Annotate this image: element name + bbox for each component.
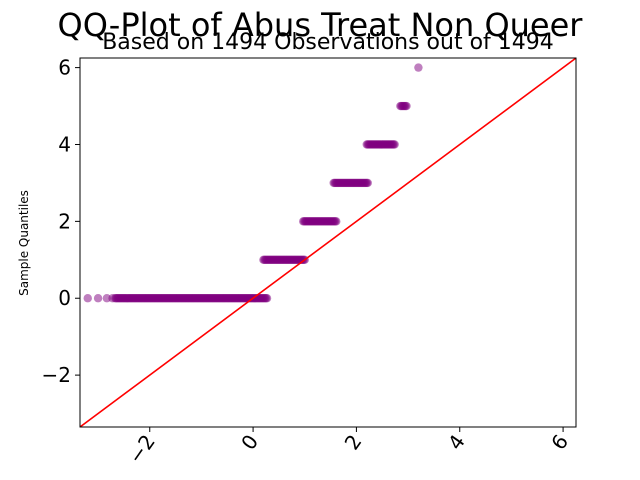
- data-point: [93, 294, 103, 303]
- chart-title: QQ-Plot of Abus Treat Non Queer: [58, 6, 584, 44]
- y-axis-ticks: −2 0 2 4 6: [42, 56, 80, 387]
- x-tick-label: 0: [236, 430, 263, 454]
- chart-subtitle: Based on 1494 Observations out of 1494: [102, 30, 554, 55]
- plot-frame: [79, 57, 577, 428]
- y-tick-label: 6: [58, 56, 71, 80]
- y-axis-label: Sample Quantiles: [17, 190, 31, 296]
- plot-area: [79, 57, 577, 428]
- y-tick-label: 4: [58, 132, 71, 156]
- y-tick-label: 0: [58, 286, 71, 310]
- x-axis-ticks: −2 0 2 4 6: [123, 427, 573, 468]
- x-tick-label: 4: [443, 430, 470, 454]
- data-point: [363, 178, 372, 188]
- x-tick-label: 6: [546, 430, 573, 454]
- data-point: [414, 63, 423, 72]
- data-point: [402, 101, 411, 111]
- sample-points: [83, 63, 423, 303]
- y-tick-label: −2: [42, 363, 71, 387]
- data-point: [262, 294, 272, 303]
- data-point: [83, 294, 92, 303]
- y-tick-label: 2: [58, 209, 71, 233]
- x-tick-label: −2: [123, 430, 160, 468]
- data-point: [332, 217, 341, 226]
- data-point: [390, 140, 399, 149]
- reference-line: [80, 58, 576, 427]
- x-tick-label: 2: [340, 430, 367, 454]
